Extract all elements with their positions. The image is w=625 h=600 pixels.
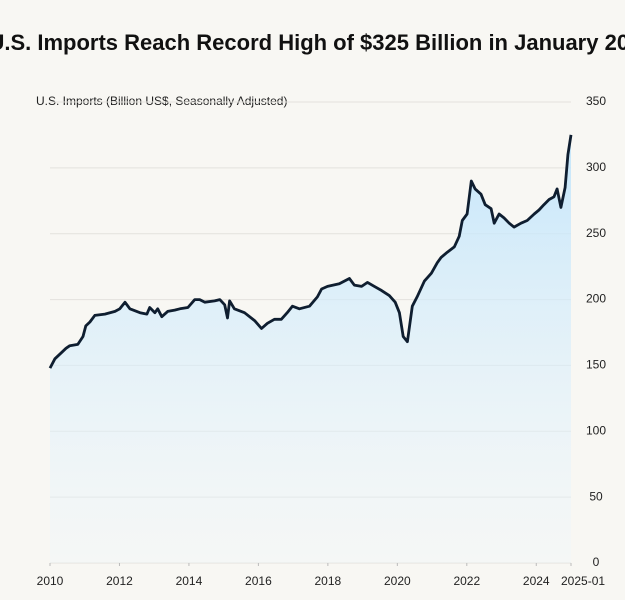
y-tick-label: 250 [586, 226, 606, 240]
y-tick-label: 0 [593, 555, 600, 569]
x-tick-label: 2020 [384, 574, 411, 588]
x-tick-label: 2018 [315, 574, 342, 588]
line [48, 134, 573, 369]
y-tick-label: 50 [589, 489, 603, 503]
x-tick-label: 2012 [106, 574, 133, 588]
y-tick-label: 150 [586, 358, 606, 372]
y-axis-label: U.S. Imports (Billion US$, Seasonally Ad… [36, 94, 287, 108]
y-tick-label: 200 [586, 292, 606, 306]
y-tick-label: 300 [586, 160, 606, 174]
chart-title: U.S. Imports Reach Record High of $325 B… [0, 30, 625, 55]
x-tick-label: 2024 [523, 574, 550, 588]
y-tick-label: 100 [586, 423, 606, 437]
x-tick-label: 2014 [176, 574, 203, 588]
y-tick-label: 350 [586, 94, 606, 108]
area [50, 134, 571, 563]
x-tick-label: 2016 [245, 574, 272, 588]
x-tick-label: 2025-01 [561, 574, 605, 588]
x-tick-label: 2010 [37, 574, 64, 588]
x-tick-label: 2022 [453, 574, 480, 588]
